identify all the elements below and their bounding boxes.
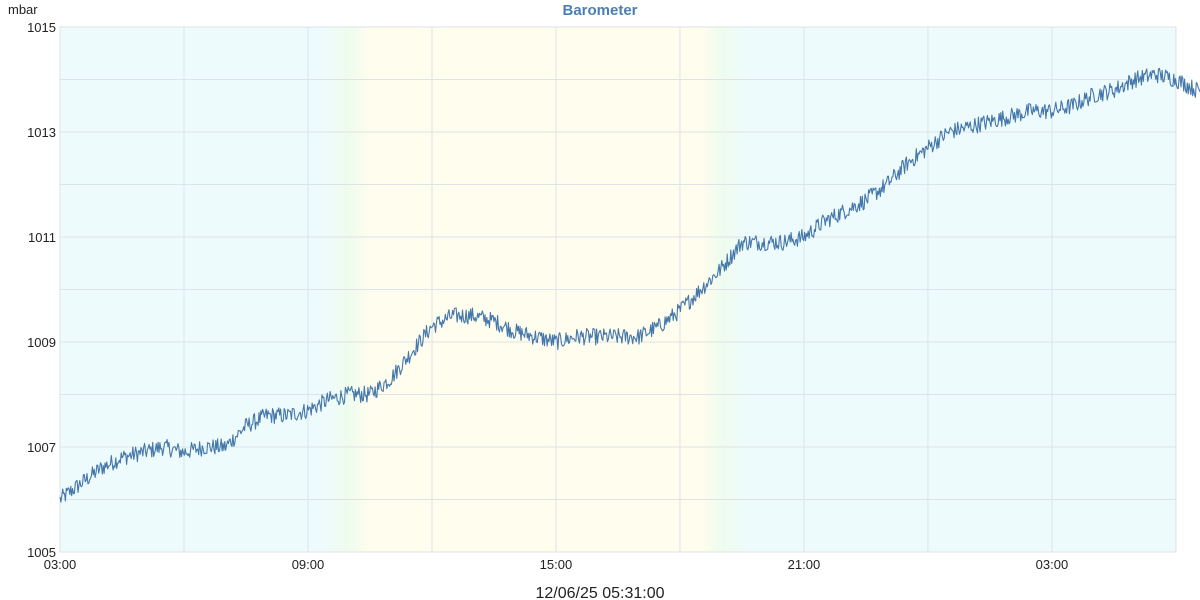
y-axis-label: mbar xyxy=(8,2,38,17)
x-tick-label: 03:00 xyxy=(1036,557,1069,572)
y-tick-label: 1011 xyxy=(28,230,56,245)
timestamp-label: 12/06/25 05:31:00 xyxy=(535,585,664,600)
x-tick-label: 21:00 xyxy=(788,557,821,572)
y-tick-label: 1007 xyxy=(27,440,56,455)
series-layer xyxy=(59,67,1200,503)
x-axis-ticks: 03:00 09:00 15:00 21:00 03:00 xyxy=(44,557,1068,572)
x-tick-label: 03:00 xyxy=(44,557,77,572)
x-tick-label: 09:00 xyxy=(292,557,325,572)
x-tick-label: 15:00 xyxy=(540,557,573,572)
plot-border xyxy=(59,26,1177,553)
y-tick-label: 1013 xyxy=(27,125,56,140)
y-tick-label: 1015 xyxy=(27,20,56,35)
grid-lines xyxy=(59,26,1177,553)
y-tick-label: 1005 xyxy=(27,545,56,560)
chart-title: Barometer xyxy=(562,2,637,19)
y-axis-ticks: 1005 1007 1009 1011 1013 1015 xyxy=(27,20,56,560)
barometer-series-line xyxy=(59,67,1200,503)
y-tick-label: 1009 xyxy=(27,335,56,350)
